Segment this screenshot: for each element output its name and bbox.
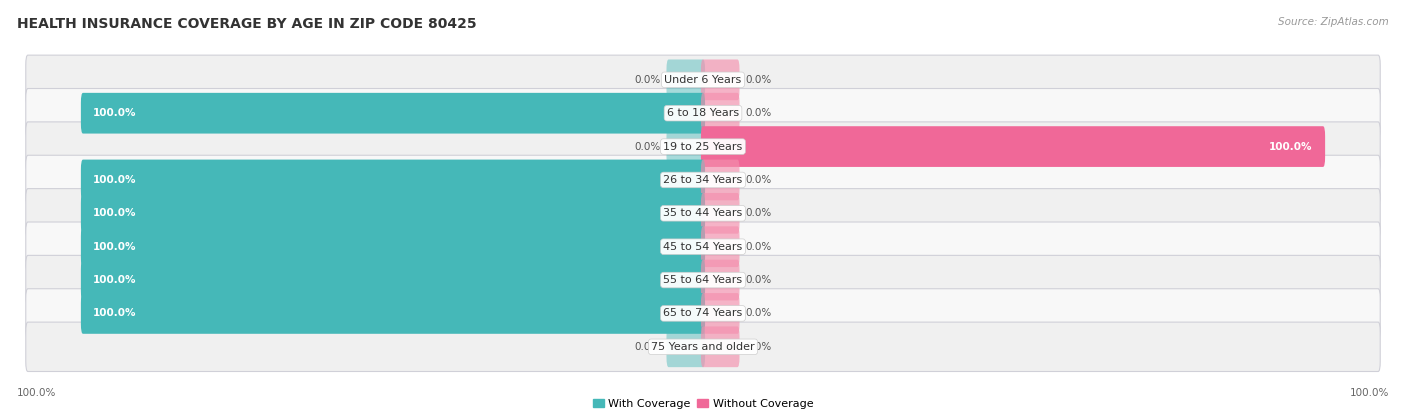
FancyBboxPatch shape: [82, 160, 704, 200]
FancyBboxPatch shape: [702, 93, 740, 134]
FancyBboxPatch shape: [25, 189, 1381, 238]
FancyBboxPatch shape: [25, 255, 1381, 305]
FancyBboxPatch shape: [666, 59, 704, 100]
FancyBboxPatch shape: [82, 293, 704, 334]
Text: Source: ZipAtlas.com: Source: ZipAtlas.com: [1278, 17, 1389, 27]
Text: 19 to 25 Years: 19 to 25 Years: [664, 142, 742, 151]
Text: 65 to 74 Years: 65 to 74 Years: [664, 308, 742, 318]
Text: 100.0%: 100.0%: [1350, 388, 1389, 398]
Text: 100.0%: 100.0%: [93, 275, 136, 285]
Text: 45 to 54 Years: 45 to 54 Years: [664, 242, 742, 251]
Text: 100.0%: 100.0%: [93, 208, 136, 218]
FancyBboxPatch shape: [82, 226, 704, 267]
FancyBboxPatch shape: [25, 155, 1381, 205]
Text: 0.0%: 0.0%: [634, 342, 661, 352]
Text: 100.0%: 100.0%: [93, 242, 136, 251]
Text: 6 to 18 Years: 6 to 18 Years: [666, 108, 740, 118]
Text: 0.0%: 0.0%: [745, 175, 772, 185]
FancyBboxPatch shape: [666, 327, 704, 367]
FancyBboxPatch shape: [702, 160, 740, 200]
Text: 100.0%: 100.0%: [17, 388, 56, 398]
FancyBboxPatch shape: [25, 55, 1381, 105]
FancyBboxPatch shape: [702, 327, 740, 367]
FancyBboxPatch shape: [25, 88, 1381, 138]
Text: 0.0%: 0.0%: [745, 75, 772, 85]
FancyBboxPatch shape: [25, 222, 1381, 271]
FancyBboxPatch shape: [82, 193, 704, 234]
FancyBboxPatch shape: [25, 322, 1381, 371]
FancyBboxPatch shape: [702, 226, 740, 267]
Text: Under 6 Years: Under 6 Years: [665, 75, 741, 85]
Text: 100.0%: 100.0%: [1270, 142, 1313, 151]
Text: 100.0%: 100.0%: [93, 175, 136, 185]
Text: 0.0%: 0.0%: [745, 108, 772, 118]
FancyBboxPatch shape: [25, 289, 1381, 338]
FancyBboxPatch shape: [666, 126, 704, 167]
Legend: With Coverage, Without Coverage: With Coverage, Without Coverage: [588, 394, 818, 413]
FancyBboxPatch shape: [702, 126, 1324, 167]
Text: 0.0%: 0.0%: [634, 75, 661, 85]
Text: 0.0%: 0.0%: [745, 342, 772, 352]
FancyBboxPatch shape: [702, 59, 740, 100]
FancyBboxPatch shape: [25, 122, 1381, 171]
Text: 0.0%: 0.0%: [745, 308, 772, 318]
Text: HEALTH INSURANCE COVERAGE BY AGE IN ZIP CODE 80425: HEALTH INSURANCE COVERAGE BY AGE IN ZIP …: [17, 17, 477, 31]
FancyBboxPatch shape: [702, 260, 740, 300]
FancyBboxPatch shape: [702, 293, 740, 334]
Text: 35 to 44 Years: 35 to 44 Years: [664, 208, 742, 218]
Text: 0.0%: 0.0%: [745, 242, 772, 251]
Text: 55 to 64 Years: 55 to 64 Years: [664, 275, 742, 285]
Text: 100.0%: 100.0%: [93, 308, 136, 318]
Text: 0.0%: 0.0%: [745, 208, 772, 218]
FancyBboxPatch shape: [702, 193, 740, 234]
Text: 0.0%: 0.0%: [634, 142, 661, 151]
Text: 0.0%: 0.0%: [745, 275, 772, 285]
Text: 26 to 34 Years: 26 to 34 Years: [664, 175, 742, 185]
Text: 75 Years and older: 75 Years and older: [651, 342, 755, 352]
FancyBboxPatch shape: [82, 93, 704, 134]
FancyBboxPatch shape: [82, 260, 704, 300]
Text: 100.0%: 100.0%: [93, 108, 136, 118]
